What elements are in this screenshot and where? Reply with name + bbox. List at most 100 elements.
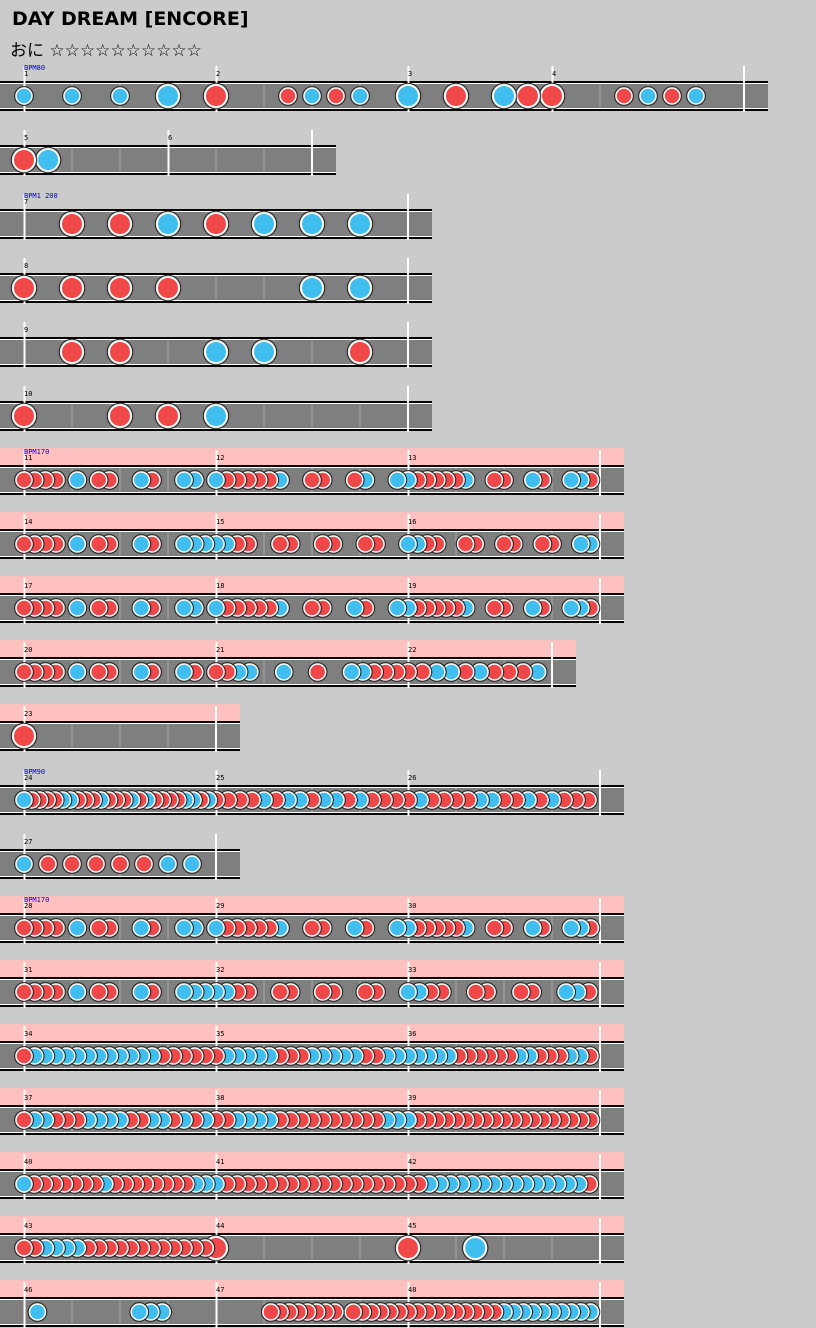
measure-number: 30: [408, 902, 416, 910]
ka-note: [15, 855, 33, 873]
note-outline: [14, 470, 34, 490]
chart-row: 34 35 36: [0, 1024, 624, 1072]
gogo-band: [0, 1280, 624, 1298]
note-outline: [14, 982, 34, 1002]
measure-number: 28: [24, 902, 32, 910]
don-note: [495, 535, 513, 553]
bpm-label: BPM170: [24, 448, 49, 456]
note-outline: [302, 918, 322, 938]
bpm-label: BPM90: [24, 768, 45, 776]
ka-note: [207, 599, 225, 617]
gogo-band: [0, 1152, 624, 1170]
note-outline: [522, 470, 543, 490]
chart-row: 24 25 26 BPM90: [0, 768, 624, 816]
chart-row: 23: [0, 704, 240, 752]
note-outline: [465, 982, 486, 1002]
don-note: [135, 855, 153, 873]
note-outline: [273, 662, 294, 682]
don-note: [15, 663, 33, 681]
don-note: [303, 471, 321, 489]
ka-note: [524, 471, 542, 489]
note-outline: [387, 470, 408, 490]
note-outline: [67, 534, 88, 554]
ka-note: [63, 87, 81, 105]
ka-note: [68, 471, 87, 489]
note-outline: [326, 86, 346, 106]
don-note: [485, 919, 504, 937]
ka-note: [132, 535, 151, 553]
ka-note: [345, 599, 364, 617]
don-note: [15, 919, 33, 937]
measure-number: 11: [24, 454, 32, 462]
measure-number: 25: [216, 774, 224, 782]
gogo-band: [0, 896, 624, 914]
big-don-note: [12, 404, 36, 428]
don-note: [512, 983, 530, 1001]
measure-number: 44: [216, 1222, 224, 1230]
ka-note: [159, 855, 177, 873]
chart-row: 8: [0, 258, 432, 304]
big-don-note: [443, 84, 468, 108]
big-don-note: [60, 212, 84, 236]
measure-number: 10: [24, 390, 32, 398]
chart-row: 17 18 19: [0, 576, 624, 624]
note-outline: [88, 982, 109, 1002]
chart-row: 1 2 3 4 BPM80: [0, 64, 768, 112]
don-note: [356, 983, 375, 1001]
big-don-note: [515, 84, 540, 108]
ka-note: [175, 983, 193, 1001]
ka-note: [207, 471, 225, 489]
song-title: DAY DREAM [ENCORE]: [12, 8, 249, 30]
note-outline: [570, 534, 591, 554]
gogo-band: [0, 640, 576, 658]
big-don-note: [108, 404, 132, 428]
don-note: [313, 983, 332, 1001]
don-note: [485, 599, 504, 617]
note-outline: [14, 1046, 34, 1066]
big-ka-note: [156, 212, 180, 236]
big-ka-note: [156, 84, 180, 108]
ka-note: [15, 791, 33, 809]
don-note: [279, 87, 297, 105]
note-outline: [88, 470, 109, 490]
measure-number: 1: [24, 70, 28, 78]
don-note: [63, 855, 81, 873]
note-outline: [67, 598, 88, 618]
gogo-band: [0, 960, 624, 978]
note-outline: [67, 982, 88, 1002]
ka-note: [528, 663, 547, 681]
ka-note: [15, 87, 33, 105]
don-note: [89, 663, 108, 681]
note-outline: [511, 982, 531, 1002]
note-outline: [62, 854, 82, 874]
ka-note: [132, 919, 151, 937]
note-outline: [174, 534, 194, 554]
note-outline: [355, 534, 376, 554]
note-outline: [106, 210, 134, 238]
note-outline: [298, 210, 326, 238]
note-outline: [154, 210, 182, 238]
measure-number: 6: [168, 134, 172, 142]
note-outline: [131, 662, 152, 682]
ka-note: [471, 663, 489, 681]
ka-note: [68, 599, 87, 617]
big-ka-note: [492, 84, 517, 108]
measure-number: 5: [24, 134, 28, 142]
chart-row: 10: [0, 386, 432, 432]
note-outline: [110, 854, 130, 874]
note-outline: [158, 854, 178, 874]
note-outline: [484, 598, 505, 618]
note-outline: [355, 982, 376, 1002]
note-outline: [62, 86, 82, 106]
big-don-note: [60, 276, 84, 300]
measure-number: 21: [216, 646, 224, 654]
measure-number: 20: [24, 646, 32, 654]
ka-note: [399, 535, 417, 553]
note-outline: [344, 598, 365, 618]
note-outline: [110, 86, 130, 106]
note-outline: [10, 402, 38, 430]
measure-number: 15: [216, 518, 224, 526]
note-outline: [131, 598, 152, 618]
note-outline: [556, 982, 577, 1002]
ka-note: [175, 471, 193, 489]
